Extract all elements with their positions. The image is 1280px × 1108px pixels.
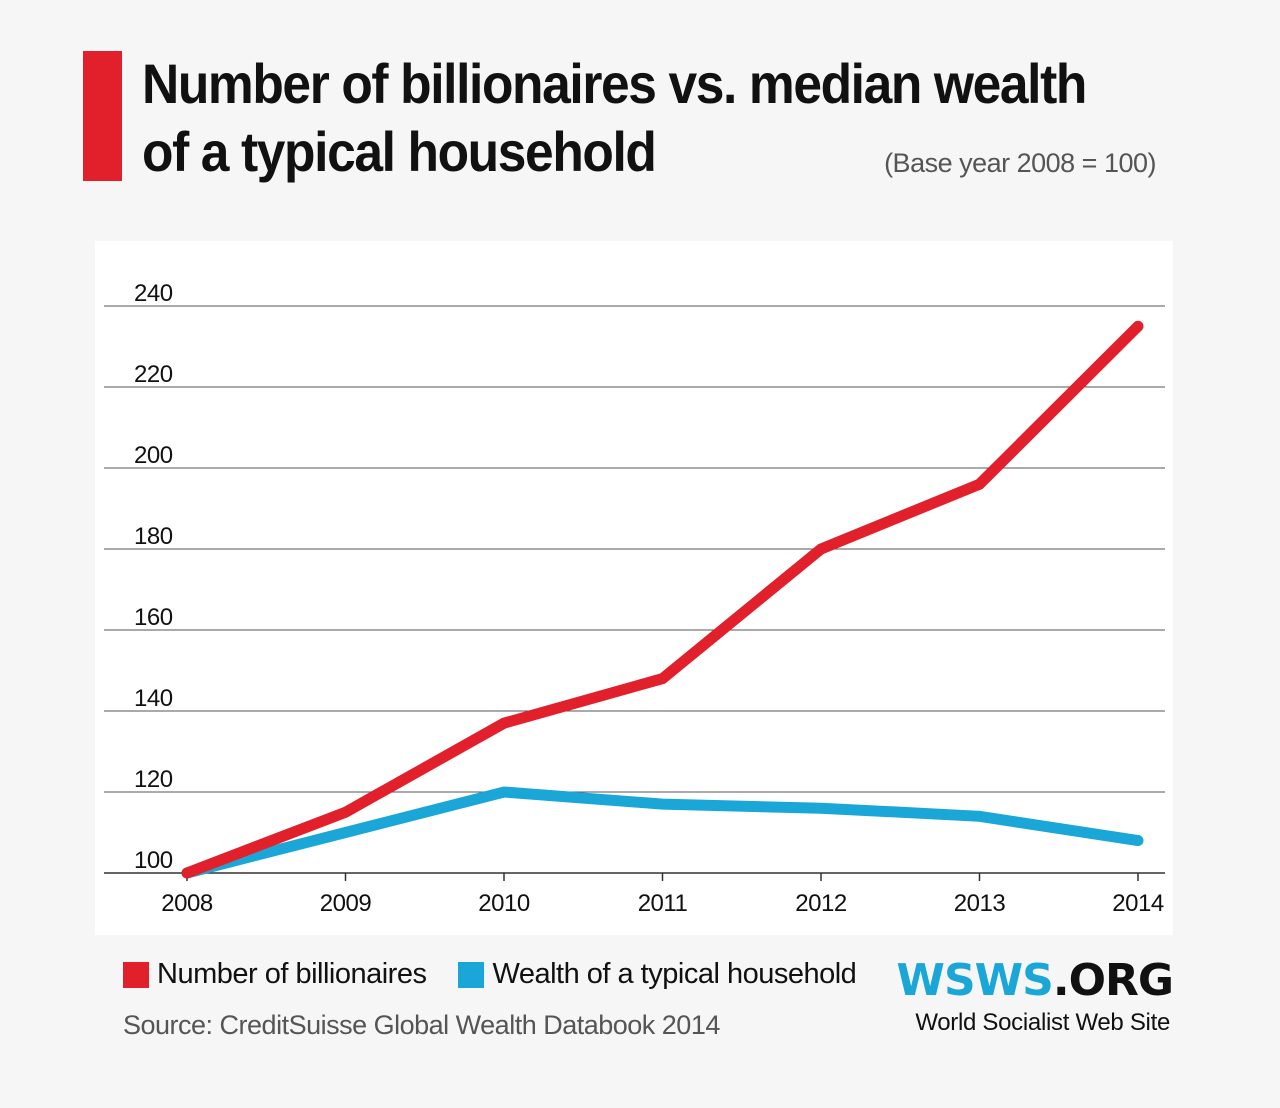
y-tick-label: 180 xyxy=(134,523,173,550)
x-tick-label: 2013 xyxy=(954,890,1006,917)
y-tick-label: 100 xyxy=(134,847,173,874)
y-tick-label: 120 xyxy=(134,766,173,793)
series-line-billionaires xyxy=(181,320,1144,879)
y-tick-label: 140 xyxy=(134,685,173,712)
legend: Number of billionaires Wealth of a typic… xyxy=(123,958,888,991)
x-tick-label: 2008 xyxy=(161,890,213,917)
source-note: Source: CreditSuisse Global Wealth Datab… xyxy=(123,1010,720,1040)
title-line-1: Number of billionaires vs. median wealth xyxy=(142,52,1087,115)
logo-wsws: WSWS xyxy=(896,955,1053,1006)
x-tick-label: 2011 xyxy=(638,890,688,917)
legend-item-household: Wealth of a typical household xyxy=(458,958,857,991)
y-tick-label: 160 xyxy=(134,604,173,631)
x-tick-label: 2014 xyxy=(1112,890,1164,917)
chart-subtitle: (Base year 2008 = 100) xyxy=(884,148,1156,178)
page-title: Number of billionaires vs. median wealth… xyxy=(142,50,1117,186)
legend-item-billionaires: Number of billionaires xyxy=(123,958,427,991)
logo-org: .ORG xyxy=(1052,955,1174,1006)
legend-swatch-household xyxy=(458,961,485,988)
legend-label-billionaires: Number of billionaires xyxy=(157,958,427,990)
x-tick-label: 2009 xyxy=(320,890,372,917)
y-tick-label: 220 xyxy=(134,361,173,388)
x-tick-label: 2010 xyxy=(478,890,530,917)
y-tick-label: 240 xyxy=(134,280,173,307)
legend-label-household: Wealth of a typical household xyxy=(492,958,857,990)
line-chart: 100 120 140 160 180 200 220 240 2008 2009 2010 2011… xyxy=(104,280,1165,917)
title-accent-bar xyxy=(83,51,122,181)
legend-swatch-billionaires xyxy=(123,961,149,988)
wsws-logo: WSWS.ORG xyxy=(896,955,1174,1006)
title-line-2: of a typical household xyxy=(142,120,657,183)
logo-subtitle: World Socialist Web Site xyxy=(915,1009,1170,1036)
y-tick-label: 200 xyxy=(134,442,173,469)
x-tick-label: 2012 xyxy=(795,890,847,917)
